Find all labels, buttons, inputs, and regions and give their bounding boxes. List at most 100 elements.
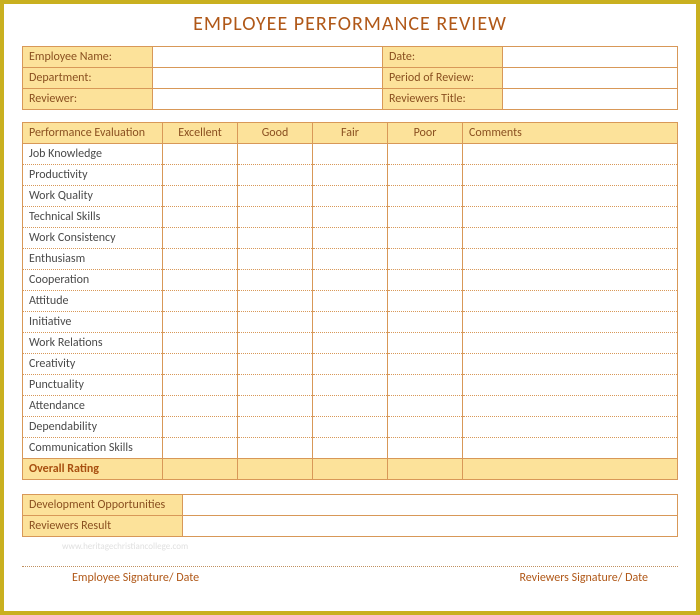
development-value[interactable] (183, 495, 678, 516)
rating-cell[interactable] (313, 165, 388, 186)
rating-cell[interactable] (388, 228, 463, 249)
rating-cell[interactable] (463, 396, 678, 417)
rating-cell[interactable] (163, 291, 238, 312)
rating-cell[interactable] (463, 291, 678, 312)
rating-cell[interactable] (238, 228, 313, 249)
reviewer-label: Reviewer: (23, 89, 153, 110)
rating-cell[interactable] (463, 186, 678, 207)
rating-cell[interactable] (463, 228, 678, 249)
rating-cell[interactable] (163, 333, 238, 354)
period-value[interactable] (503, 68, 678, 89)
rating-cell[interactable] (238, 291, 313, 312)
rating-cell[interactable] (313, 249, 388, 270)
rating-cell[interactable] (313, 333, 388, 354)
rating-cell[interactable] (463, 207, 678, 228)
signature-line (22, 566, 678, 567)
rating-cell[interactable] (163, 354, 238, 375)
rating-cell[interactable] (388, 270, 463, 291)
overall-rating-cell[interactable] (313, 459, 388, 480)
rating-cell[interactable] (313, 228, 388, 249)
overall-rating-cell[interactable] (238, 459, 313, 480)
rating-cell[interactable] (313, 438, 388, 459)
date-value[interactable] (503, 47, 678, 68)
rating-cell[interactable] (388, 291, 463, 312)
rating-cell[interactable] (313, 186, 388, 207)
rating-cell[interactable] (238, 396, 313, 417)
rating-cell[interactable] (163, 165, 238, 186)
rating-cell[interactable] (238, 165, 313, 186)
rating-cell[interactable] (388, 186, 463, 207)
rating-cell[interactable] (388, 207, 463, 228)
rating-cell[interactable] (163, 438, 238, 459)
rating-cell[interactable] (313, 354, 388, 375)
rating-cell[interactable] (388, 396, 463, 417)
rating-cell[interactable] (463, 312, 678, 333)
rating-cell[interactable] (313, 312, 388, 333)
department-value[interactable] (153, 68, 383, 89)
rating-cell[interactable] (313, 291, 388, 312)
rating-cell[interactable] (238, 438, 313, 459)
rating-cell[interactable] (313, 270, 388, 291)
rating-cell[interactable] (238, 333, 313, 354)
rating-cell[interactable] (238, 186, 313, 207)
rating-cell[interactable] (463, 249, 678, 270)
rating-cell[interactable] (238, 144, 313, 165)
rating-cell[interactable] (463, 354, 678, 375)
table-row: Productivity (23, 165, 678, 186)
rating-cell[interactable] (163, 249, 238, 270)
rating-cell[interactable] (163, 228, 238, 249)
rating-cell[interactable] (238, 249, 313, 270)
rating-cell[interactable] (463, 375, 678, 396)
reviewer-title-value[interactable] (503, 89, 678, 110)
rating-cell[interactable] (238, 312, 313, 333)
criteria-label: Attitude (23, 291, 163, 312)
rating-cell[interactable] (313, 417, 388, 438)
rating-cell[interactable] (463, 165, 678, 186)
rating-cell[interactable] (388, 375, 463, 396)
rating-cell[interactable] (163, 417, 238, 438)
rating-cell[interactable] (238, 417, 313, 438)
rating-cell[interactable] (238, 270, 313, 291)
rating-cell[interactable] (463, 144, 678, 165)
overall-rating-cell[interactable] (163, 459, 238, 480)
table-row: Attendance (23, 396, 678, 417)
rating-cell[interactable] (463, 333, 678, 354)
rating-cell[interactable] (163, 207, 238, 228)
rating-cell[interactable] (388, 417, 463, 438)
form-title: EMPLOYEE PERFORMANCE REVIEW (22, 12, 678, 36)
overall-rating-cell[interactable] (388, 459, 463, 480)
rating-cell[interactable] (463, 417, 678, 438)
rating-cell[interactable] (163, 312, 238, 333)
rating-cell[interactable] (463, 270, 678, 291)
rating-cell[interactable] (163, 270, 238, 291)
col-performance: Performance Evaluation (23, 123, 163, 144)
criteria-label: Productivity (23, 165, 163, 186)
rating-cell[interactable] (163, 396, 238, 417)
rating-cell[interactable] (313, 144, 388, 165)
rating-cell[interactable] (463, 438, 678, 459)
rating-cell[interactable] (163, 144, 238, 165)
rating-cell[interactable] (238, 354, 313, 375)
rating-cell[interactable] (388, 312, 463, 333)
table-row: Enthusiasm (23, 249, 678, 270)
table-row: Initiative (23, 312, 678, 333)
reviewer-value[interactable] (153, 89, 383, 110)
result-value[interactable] (183, 516, 678, 537)
rating-cell[interactable] (388, 165, 463, 186)
rating-cell[interactable] (388, 438, 463, 459)
rating-cell[interactable] (313, 207, 388, 228)
criteria-label: Initiative (23, 312, 163, 333)
rating-cell[interactable] (313, 396, 388, 417)
employee-name-value[interactable] (153, 47, 383, 68)
rating-cell[interactable] (388, 144, 463, 165)
overall-rating-cell[interactable] (463, 459, 678, 480)
rating-cell[interactable] (313, 375, 388, 396)
rating-cell[interactable] (238, 207, 313, 228)
rating-cell[interactable] (388, 249, 463, 270)
rating-cell[interactable] (238, 375, 313, 396)
rating-cell[interactable] (388, 354, 463, 375)
rating-cell[interactable] (163, 186, 238, 207)
rating-cell[interactable] (388, 333, 463, 354)
criteria-label: Attendance (23, 396, 163, 417)
rating-cell[interactable] (163, 375, 238, 396)
